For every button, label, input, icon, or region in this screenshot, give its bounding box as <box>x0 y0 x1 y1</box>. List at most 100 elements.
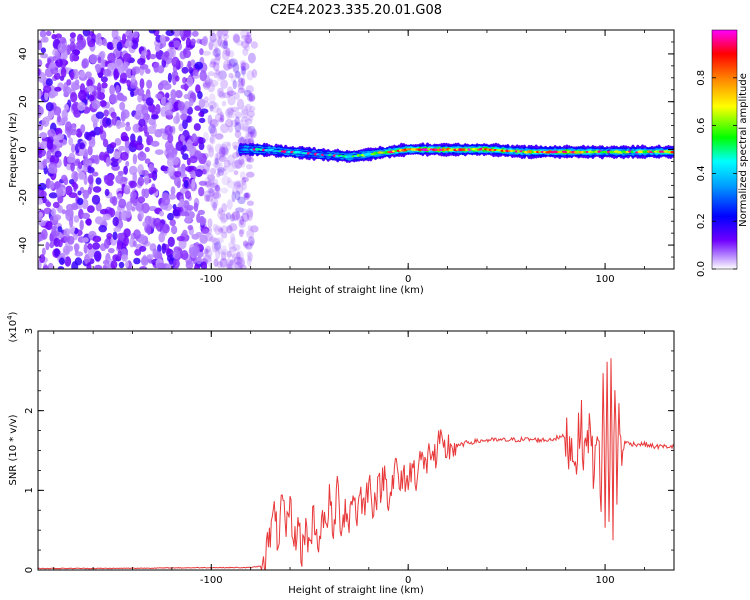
spectrogram-noise-blob <box>208 39 215 50</box>
spectrogram-noise-blob <box>219 169 229 176</box>
spectrogram-noise-blob <box>238 261 244 269</box>
spectrogram-noise-blob <box>235 111 242 119</box>
spectrogram-noise-blob <box>229 214 236 222</box>
spectrogram-noise-blob <box>52 201 60 209</box>
spectrogram-noise-blob <box>212 48 219 57</box>
spectrogram-noise-blob <box>125 209 132 219</box>
spectrogram-noise-blob <box>164 51 170 58</box>
spectrogram-noise-blob <box>73 215 80 223</box>
spectrogram-noise-blob <box>236 180 244 188</box>
spectrogram-noise-blob <box>234 261 242 269</box>
y-tick-label: 1 <box>24 487 35 493</box>
spectrogram-noise-blob <box>173 101 180 112</box>
spectrogram-noise-blob <box>238 77 243 84</box>
spectrogram-noise-blob <box>78 89 87 101</box>
spectrogram-noise-blob <box>220 225 229 234</box>
spectrogram-noise-blob <box>205 195 213 202</box>
spectrogram-noise-blob <box>144 146 150 153</box>
spectrogram-noise-blob <box>175 112 180 123</box>
spectrogram-noise-blob <box>204 248 209 255</box>
spectrogram-noise-blob <box>241 177 247 186</box>
spectrogram-noise-blob <box>241 35 250 40</box>
spectrogram-noise-blob <box>232 152 240 159</box>
spectrogram-noise-blob <box>217 246 222 255</box>
spectrogram-noise-blob <box>129 180 137 188</box>
spectrogram-noise-blob <box>69 32 76 39</box>
spectrogram-noise-blob <box>218 155 227 162</box>
spectrogram-noise-blob <box>138 126 144 132</box>
spectrogram-noise-blob <box>60 67 67 78</box>
spectrogram-noise-blob <box>226 163 235 173</box>
spectrogram-noise-blob <box>110 260 118 269</box>
spectrogram-noise-blob <box>221 146 229 156</box>
spectrogram-noise-blob <box>171 56 180 68</box>
spectrogram-noise-blob <box>101 82 108 89</box>
spectrogram-noise-blob <box>237 196 246 205</box>
spectrogram-noise-blob <box>214 152 219 162</box>
spectrogram-noise-blob <box>142 221 147 227</box>
spectrogram-noise-blob <box>123 185 131 194</box>
spectrogram-noise-blob <box>221 245 227 255</box>
spectrogram-noise-blob <box>227 63 233 70</box>
spectrogram-noise-blob <box>53 214 62 221</box>
spectrogram-noise-blob <box>227 260 236 269</box>
spectrogram-noise-blob <box>94 264 103 269</box>
spectrogram-noise-blob <box>209 32 217 43</box>
spectrogram-noise-blob <box>83 157 90 167</box>
spectrogram-noise-blob <box>156 222 164 232</box>
spectrogram-noise-blob <box>63 228 71 237</box>
spectrogram-noise-blob <box>241 208 248 215</box>
x-tick-label: 100 <box>596 575 615 586</box>
spectrogram-noise-blob <box>99 100 107 107</box>
spectrogram-noise-blob <box>77 171 86 181</box>
spectrogram-noise-blob <box>160 106 167 117</box>
spectrogram-noise-blob <box>204 180 212 188</box>
spectrogram-noise-blob <box>247 125 256 135</box>
spectrogram-noise-blob <box>236 256 245 268</box>
spectrogram-noise-blob <box>213 56 221 66</box>
spectrogram-noise-blob <box>54 86 62 92</box>
spectrogram-noise-blob <box>210 197 219 209</box>
spectrogram-noise-blob <box>193 202 199 212</box>
spectrogram-noise-blob <box>230 252 239 258</box>
spectrogram-noise-blob <box>222 92 231 99</box>
spectrogram-noise-blob <box>245 37 252 44</box>
snr-ylabel: SNR (10 * v/v) <box>8 414 19 485</box>
spectrogram-noise-blob <box>206 144 211 151</box>
spectrogram-noise-blob <box>214 143 223 154</box>
spectrogram-noise-blob <box>97 56 102 64</box>
snr-series-line <box>38 358 674 570</box>
spectrogram-noise-blob <box>226 154 235 166</box>
spectrogram-noise-blob <box>198 111 204 117</box>
spectrogram-noise-blob <box>194 168 203 178</box>
spectrogram-noise-blob <box>43 207 52 215</box>
spectrogram-noise-blob <box>222 63 231 71</box>
x-tick-label: 100 <box>596 274 615 285</box>
spectrogram-noise-blob <box>148 117 156 126</box>
spectrogram-noise-blob <box>241 88 246 94</box>
spectrogram-noise-blob <box>223 59 232 71</box>
spectrogram-noise-blob <box>157 65 165 74</box>
spectrogram-noise-blob <box>215 237 224 244</box>
spectrogram-noise-blob <box>187 224 194 231</box>
spectrogram-noise-blob <box>217 36 222 47</box>
spectrogram-noise-blob <box>130 191 137 200</box>
spectrogram-noise-blob <box>182 229 188 237</box>
spectrogram-noise-blob <box>215 248 221 260</box>
spectrogram-noise-blob <box>91 99 101 110</box>
spectrogram-noise-blob <box>211 192 220 199</box>
spectrogram-noise-blob <box>222 33 230 40</box>
spectrogram-noise-blob <box>133 229 141 240</box>
spectrogram-noise-blob <box>220 114 225 123</box>
spectrogram-noise-blob <box>209 134 216 145</box>
spectrogram-noise-blob <box>251 69 258 78</box>
spectrogram-noise-blob <box>241 212 250 222</box>
spectrogram-noise-blob <box>49 233 54 243</box>
spectrogram-noise-blob <box>231 211 239 222</box>
spectrogram-noise-blob <box>100 58 106 70</box>
spectrogram-noise-blob <box>214 185 220 192</box>
spectrogram-noise-blob <box>237 87 245 94</box>
spectrogram-noise-blob <box>95 111 105 119</box>
spectrogram-noise-blob <box>228 72 234 79</box>
spectrogram-noise-blob <box>165 30 175 37</box>
